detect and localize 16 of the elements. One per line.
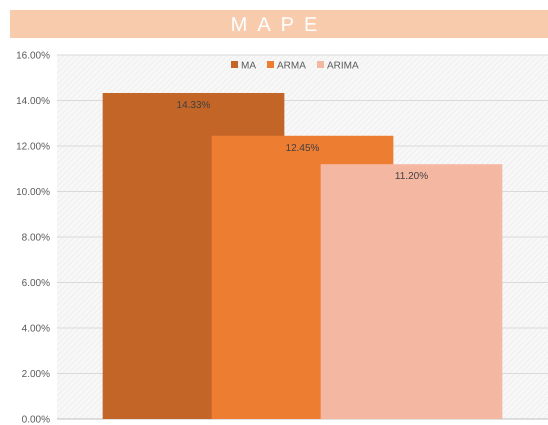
data-label: 11.20% [394, 171, 428, 182]
y-tick-label: 8.00% [22, 232, 50, 244]
data-label: 12.45% [286, 142, 320, 154]
y-tick-label: 0.00% [22, 414, 50, 425]
y-tick-label: 6.00% [22, 278, 50, 289]
data-label: 14.33% [176, 100, 211, 111]
legend-label: MA [241, 60, 256, 72]
legend-label: ARMA [277, 60, 306, 72]
y-tick-label: 2.00% [22, 369, 50, 380]
y-tick-label: 4.00% [22, 324, 50, 334]
y-tick-label: 10.00% [16, 187, 50, 198]
y-tick-label: 14.00% [16, 96, 50, 107]
y-tick-label: 12.00% [16, 142, 50, 152]
chart-title: MAPE [230, 14, 328, 36]
legend-label: ARIMA [327, 60, 359, 72]
y-tick-label: 16.00% [16, 50, 50, 62]
